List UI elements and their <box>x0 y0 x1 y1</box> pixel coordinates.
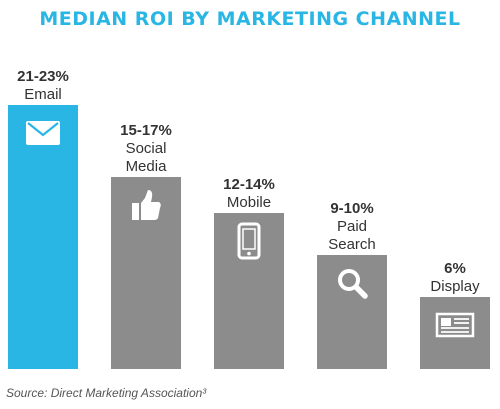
bar-mobile <box>214 213 284 369</box>
bar-display <box>420 297 490 369</box>
newspaper-icon <box>435 312 475 338</box>
category-label: Mobile <box>227 194 271 211</box>
category-label: Media <box>126 158 168 175</box>
bar-email <box>8 105 78 369</box>
value-label: 15-17% <box>120 122 172 139</box>
category-label: Social <box>126 140 167 157</box>
category-label: Display <box>430 278 480 295</box>
value-label: 9-10% <box>330 200 373 217</box>
value-label: 21-23% <box>17 68 69 85</box>
chart-title: MEDIAN ROI BY MARKETING CHANNEL <box>39 8 461 30</box>
thumbs-up-icon <box>132 190 161 220</box>
smartphone-icon <box>237 222 261 260</box>
value-label: 6% <box>444 260 466 277</box>
category-label: Paid <box>337 218 367 235</box>
envelope-icon <box>26 121 60 145</box>
magnifier-icon <box>338 269 368 299</box>
bar-paid-search <box>317 255 387 369</box>
value-label: 12-14% <box>223 176 275 193</box>
source-note: Source: Direct Marketing Association³ <box>6 386 207 400</box>
category-label: Email <box>24 86 62 103</box>
category-label: Search <box>328 236 376 253</box>
